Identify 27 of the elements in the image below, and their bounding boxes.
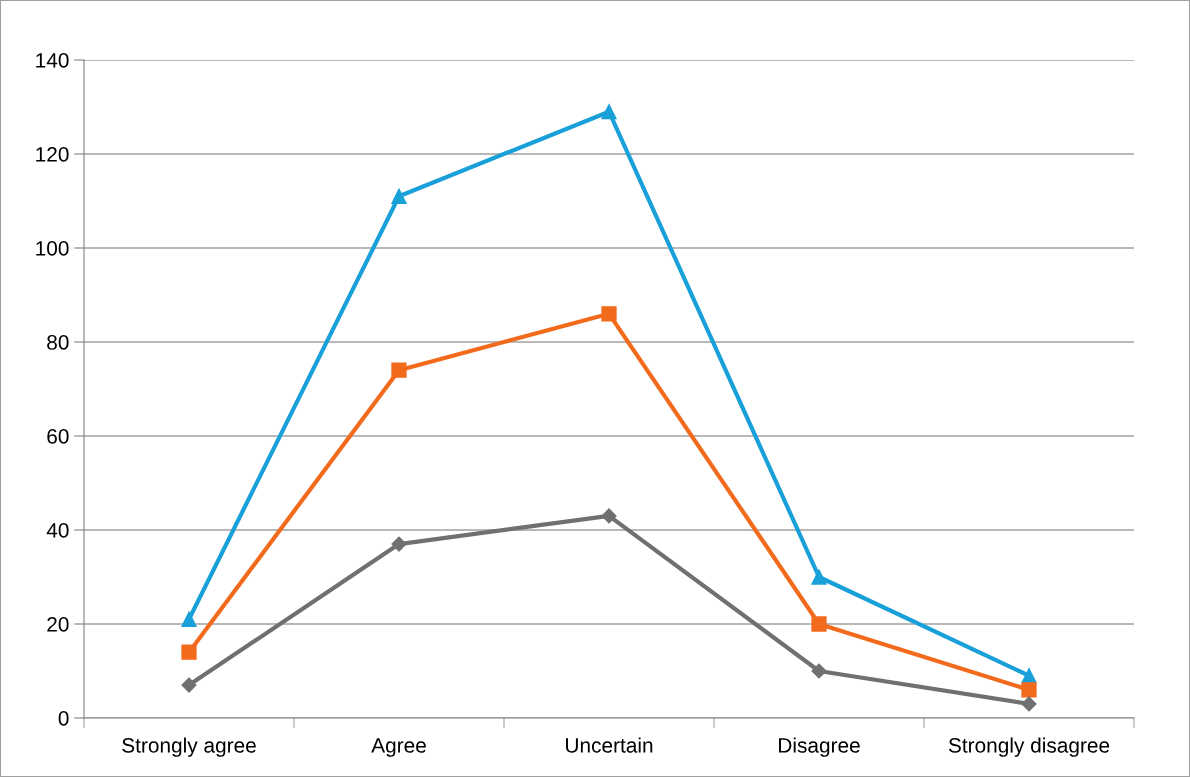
y-tick-label: 60 (47, 429, 69, 444)
y-tick-label: 40 (46, 523, 69, 538)
x-tick-label: Disagree (779, 737, 860, 757)
y-tick-label: 120 (36, 147, 69, 162)
point (811, 616, 827, 632)
point (601, 306, 617, 322)
point (1021, 682, 1037, 698)
x-tick-label: Strongly agree (122, 737, 256, 757)
point (391, 188, 407, 204)
point (811, 569, 827, 585)
point (181, 677, 197, 693)
x-tick-label: Uncertain (566, 737, 653, 753)
x-tick-label: Strongly disagree (948, 737, 1110, 757)
point (601, 508, 617, 524)
y-tick-label: 20 (47, 617, 69, 632)
y-tick-label: 0 (58, 711, 69, 726)
x-tick-label: Agree (371, 738, 426, 757)
point (181, 644, 197, 660)
y-tick-label: 140 (36, 53, 69, 68)
point (601, 104, 617, 120)
point (391, 536, 407, 552)
point (811, 663, 827, 679)
point (391, 362, 407, 378)
y-tick-label: 100 (36, 241, 69, 256)
y-tick-label: 80 (47, 335, 69, 350)
point (181, 611, 197, 627)
point (1021, 696, 1037, 712)
